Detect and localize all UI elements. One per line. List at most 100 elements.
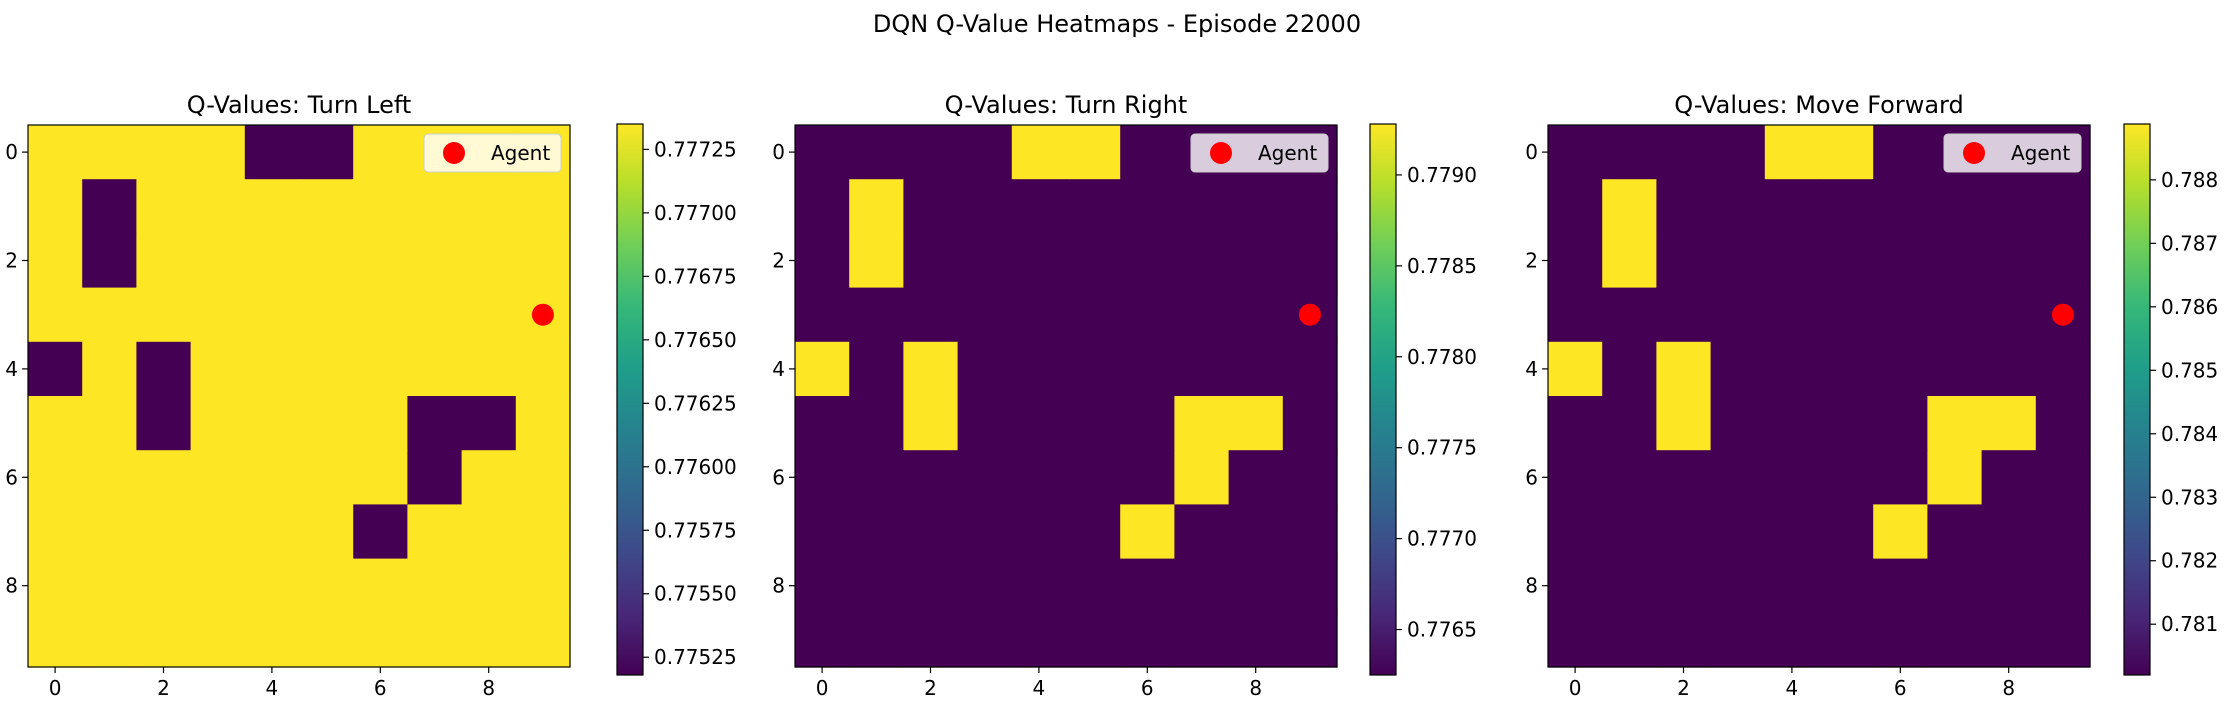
heatmap-cell <box>849 396 904 451</box>
heatmap-cell <box>1656 612 1712 668</box>
heatmap-cell <box>1981 612 2037 668</box>
legend-label: Agent <box>2011 141 2070 165</box>
heatmap-cell <box>1174 179 1230 234</box>
heatmap-cell <box>1174 233 1230 289</box>
heatmap-cell <box>1228 504 1284 560</box>
heatmap-cell <box>957 287 1013 343</box>
heatmap-cell <box>1120 125 1175 180</box>
heatmap-cell <box>1066 341 1121 397</box>
heatmap-cell <box>1819 450 1874 505</box>
heatmap-cell <box>1710 450 1766 505</box>
heatmap-cell <box>28 125 83 180</box>
heatmap-cell <box>795 504 850 560</box>
legend: Agent <box>423 133 562 173</box>
y-tick-label: 8 <box>5 574 18 598</box>
heatmap-cell <box>957 612 1013 668</box>
colorbar: 0.781 0.782 0.783 0.784 0.785 0.786 0.787 0.788 <box>2123 123 2218 676</box>
heatmap-cell <box>1120 450 1175 505</box>
heatmap-cell <box>1927 341 1983 397</box>
heatmap-cell <box>299 504 354 560</box>
axes-frame <box>27 124 571 668</box>
heatmap-cell <box>1710 233 1766 289</box>
heatmap-cell <box>1873 558 1928 614</box>
heatmap-cell <box>299 341 354 397</box>
heatmap-cell <box>136 233 192 289</box>
heatmap-cell <box>244 179 300 234</box>
heatmap-cell <box>795 287 850 343</box>
heatmap-cell <box>1228 179 1284 234</box>
x-tick-label: 0 <box>816 676 829 700</box>
heatmap-cell <box>461 504 517 560</box>
colorbar-tick-label: 0.77575 <box>654 518 737 542</box>
heatmap-cell <box>1873 450 1928 505</box>
heatmap-cell <box>1228 558 1284 614</box>
heatmap-cell <box>28 612 83 668</box>
legend-label: Agent <box>491 141 550 165</box>
heatmap-cell <box>299 287 354 343</box>
heatmap-cell <box>1174 612 1230 668</box>
heatmap-cell <box>1656 341 1712 397</box>
heatmap-cell <box>1602 179 1657 234</box>
heatmap-cell <box>1873 179 1928 234</box>
heatmap-cell <box>1120 179 1175 234</box>
x-tick-label: 4 <box>1033 676 1046 700</box>
heatmap-panel-3: Q-Values: Move Forward 0 2 4 6 8 0 2 4 6 8 Agent 0.7… <box>1525 91 2218 700</box>
heatmap-cell <box>1548 341 1603 397</box>
heatmap-cell <box>1602 125 1657 180</box>
heatmap-cell <box>82 341 137 397</box>
heatmap-cell <box>1228 396 1284 451</box>
heatmap-cell <box>1927 233 1983 289</box>
heatmap-cell <box>28 558 83 614</box>
colorbar-tick-label: 0.7775 <box>1407 436 1477 460</box>
heatmap-cell <box>244 558 300 614</box>
x-tick-label: 4 <box>1786 676 1799 700</box>
heatmap-cell <box>1548 450 1603 505</box>
heatmap-cell <box>1656 287 1712 343</box>
colorbar-tick-label: 0.784 <box>2161 422 2218 446</box>
heatmap-cell <box>1548 179 1603 234</box>
heatmap-cell <box>1710 287 1766 343</box>
heatmap-cell <box>353 558 408 614</box>
colorbar-tick-label: 0.7770 <box>1407 527 1477 551</box>
heatmap-cell <box>1174 450 1230 505</box>
heatmap-cell <box>461 233 517 289</box>
heatmap-cell <box>1710 504 1766 560</box>
heatmap-panel-1: Q-Values: Turn Left 0 2 4 6 8 0 2 4 6 8 Agent 0.7752… <box>5 91 736 700</box>
heatmap-cell <box>244 233 300 289</box>
heatmap-cell <box>1981 450 2037 505</box>
heatmap-cell <box>1981 287 2037 343</box>
heatmap-cell <box>1873 125 1928 180</box>
heatmap-cell <box>136 396 192 451</box>
colorbar-tick-label: 0.7785 <box>1407 254 1477 278</box>
heatmap-cell <box>1548 612 1603 668</box>
heatmap-cell <box>515 179 571 234</box>
heatmap-cell <box>136 341 192 397</box>
heatmap-cell <box>28 396 83 451</box>
x-tick-label: 8 <box>482 676 495 700</box>
heatmap-cell <box>244 612 300 668</box>
heatmap-cell <box>136 504 192 560</box>
heatmap-cell <box>1981 396 2037 451</box>
heatmap-cell <box>903 179 959 234</box>
heatmap-cell <box>1011 612 1067 668</box>
heatmap-cell <box>1764 450 1820 505</box>
colorbar-tick-label: 0.785 <box>2161 358 2218 382</box>
colorbar-tick-label: 0.77625 <box>654 391 737 415</box>
heatmap-cell <box>1819 287 1874 343</box>
legend: Agent <box>1943 133 2082 173</box>
panel-title: Q-Values: Turn Right <box>945 91 1188 119</box>
y-tick-label: 6 <box>5 465 18 489</box>
heatmap-cell <box>1174 287 1230 343</box>
heatmap-cell <box>136 179 192 234</box>
heatmap-cell <box>903 287 959 343</box>
heatmap-cell <box>903 450 959 505</box>
heatmap-cell <box>1981 179 2037 234</box>
colorbar-tick-label: 0.7765 <box>1407 618 1477 642</box>
heatmap-cell <box>353 396 408 451</box>
heatmap-cell <box>903 558 959 614</box>
heatmap-cell <box>2035 450 2091 505</box>
colorbar-tick-label: 0.788 <box>2161 168 2218 192</box>
heatmap-cell <box>849 179 904 234</box>
heatmap-cell <box>1282 450 1338 505</box>
heatmap-cell <box>1927 612 1983 668</box>
